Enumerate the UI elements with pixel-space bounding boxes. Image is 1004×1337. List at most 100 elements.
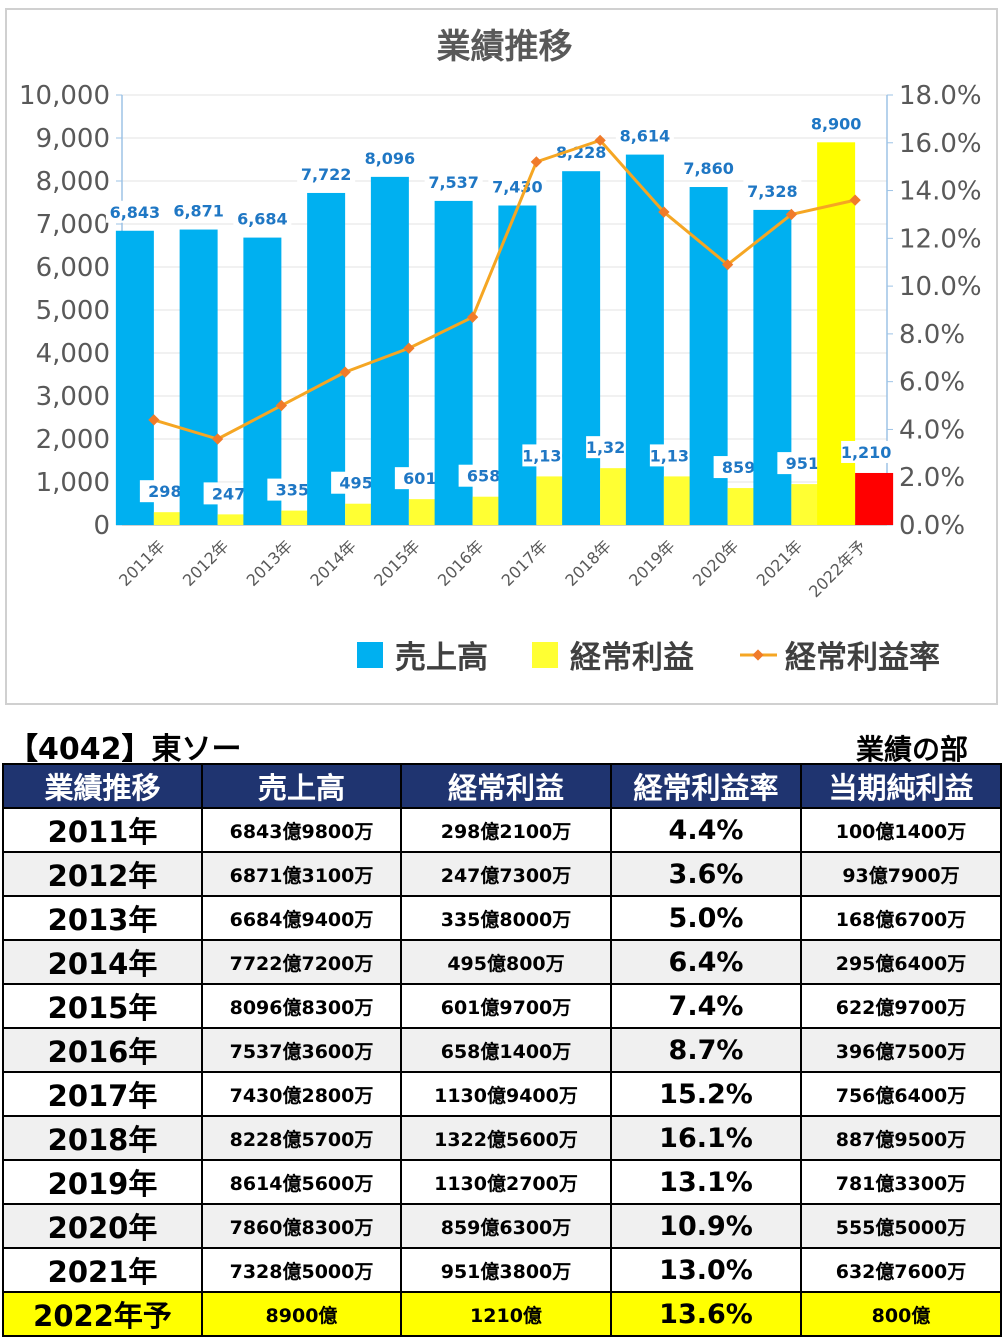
ordinary-profit-data-label: 951 xyxy=(786,454,819,473)
ordinary-profit-bar xyxy=(855,472,894,525)
profit-label-bg xyxy=(586,436,637,459)
left-axis-tick-label: 8,000 xyxy=(36,167,110,197)
right-axis-tick-label: 2.0% xyxy=(899,463,965,493)
left-axis-tick-label: 6,000 xyxy=(36,253,110,283)
table-row: 2022年予 8900億 1210億 13.6% 800億 xyxy=(2,1291,1002,1337)
header-profit-rate: 経常利益率 xyxy=(610,763,802,809)
sales-label-bg xyxy=(360,146,419,169)
row-year: 2021年 xyxy=(2,1247,203,1293)
row-year: 2018年 xyxy=(2,1115,203,1161)
table-row: 2013年 6684億9400万 335億8000万 5.0% 168億6700万 xyxy=(2,895,1002,941)
right-axis-tick-label: 8.0% xyxy=(899,320,965,350)
sales-label-bg xyxy=(679,157,738,180)
sales-data-label: 7,860 xyxy=(683,159,734,178)
left-axis-tick-label: 2,000 xyxy=(36,425,110,455)
ordinary-profit-data-label: 298 xyxy=(148,482,181,501)
profit-label-bg xyxy=(267,478,318,501)
row-net-income: 93億7900万 xyxy=(800,851,1002,897)
sales-bar xyxy=(753,209,792,525)
ordinary-profit-data-label: 335 xyxy=(276,481,309,500)
sales-data-label: 8,900 xyxy=(811,114,862,133)
row-sales: 8228億5700万 xyxy=(201,1115,402,1161)
row-net-income: 622億9700万 xyxy=(800,983,1002,1029)
profit-rate-line xyxy=(153,138,856,441)
row-sales: 7537億3600万 xyxy=(201,1027,402,1073)
row-net-income: 756億6400万 xyxy=(800,1071,1002,1117)
ordinary-profit-data-label: 1,210 xyxy=(841,443,892,462)
x-axis-tick-label: 2017年 xyxy=(498,536,552,590)
legend-swatch-sales xyxy=(357,642,383,668)
row-sales: 8096億8300万 xyxy=(201,983,402,1029)
row-profit-rate: 3.6% xyxy=(610,851,802,897)
sales-label-bg xyxy=(424,170,483,193)
chart-panel: 業績推移 0 1,000 2,000 3,000 4,000 5,000 6,000 7,000… xyxy=(5,8,998,705)
row-profit-rate: 13.6% xyxy=(610,1291,802,1337)
row-sales: 6871億3100万 xyxy=(201,851,402,897)
x-axis-tick-label: 2016年 xyxy=(434,536,488,590)
row-profit-rate: 5.0% xyxy=(610,895,802,941)
row-sales: 8614億5600万 xyxy=(201,1159,402,1205)
row-sales: 6684億9400万 xyxy=(201,895,402,941)
x-axis-tick-label: 2015年 xyxy=(370,536,424,590)
x-axis-tick-label: 2021年 xyxy=(753,536,807,590)
row-year: 2020年 xyxy=(2,1203,203,1249)
header-sales: 売上高 xyxy=(201,763,402,809)
right-axis-tick-label: 0.0% xyxy=(899,511,965,541)
row-profit-rate: 4.4% xyxy=(610,807,802,853)
profit-label-bg xyxy=(458,464,509,487)
profit-rate-marker xyxy=(466,311,479,323)
table-row: 2011年 6843億9800万 298億2100万 4.4% 100億1400万 xyxy=(2,807,1002,853)
sales-label-bg xyxy=(552,141,611,164)
ordinary-profit-data-label: 1,130 xyxy=(522,446,573,465)
row-net-income: 168億6700万 xyxy=(800,895,1002,941)
performance-chart: 業績推移 0 1,000 2,000 3,000 4,000 5,000 6,000 7,000… xyxy=(19,27,982,676)
row-net-income: 781億3300万 xyxy=(800,1159,1002,1205)
ordinary-profit-bar xyxy=(217,514,256,525)
row-year: 2015年 xyxy=(2,983,203,1029)
right-axis-tick-label: 6.0% xyxy=(899,368,965,398)
row-sales: 8900億 xyxy=(201,1291,402,1337)
table-row: 2020年 7860億8300万 859億6300万 10.9% 555億5000万 xyxy=(2,1203,1002,1249)
profit-rate-marker xyxy=(275,399,288,412)
sales-label-bg xyxy=(615,124,674,147)
table-row: 2018年 8228億5700万 1322億5600万 16.1% 887億9500万 xyxy=(2,1115,1002,1161)
row-ordinary-profit: 1322億5600万 xyxy=(400,1115,612,1161)
row-profit-rate: 15.2% xyxy=(610,1071,802,1117)
x-axis-tick-label: 2011年 xyxy=(115,536,169,590)
left-axis-tick-label: 0 xyxy=(93,511,110,541)
header-net-income: 当期純利益 xyxy=(800,763,1002,809)
row-year: 2016年 xyxy=(2,1027,203,1073)
row-ordinary-profit: 1210億 xyxy=(400,1291,612,1337)
profit-rate-marker xyxy=(530,156,543,168)
profit-rate-marker xyxy=(785,208,798,221)
row-profit-rate: 7.4% xyxy=(610,983,802,1029)
ordinary-profit-data-label: 247 xyxy=(212,484,245,503)
right-axis-tick-label: 16.0% xyxy=(899,129,982,159)
left-axis-tick-label: 7,000 xyxy=(36,210,110,240)
sales-label-bg xyxy=(233,207,292,230)
row-profit-rate: 16.1% xyxy=(610,1115,802,1161)
row-profit-rate: 10.9% xyxy=(610,1203,802,1249)
row-profit-rate: 8.7% xyxy=(610,1027,802,1073)
row-net-income: 396億7500万 xyxy=(800,1027,1002,1073)
sales-bar xyxy=(115,230,154,525)
sales-bar xyxy=(243,237,282,525)
sales-data-label: 6,843 xyxy=(110,203,161,222)
row-net-income: 555億5000万 xyxy=(800,1203,1002,1249)
right-axis-tick-label: 4.0% xyxy=(899,415,965,445)
row-sales: 7430億2800万 xyxy=(201,1071,402,1117)
header-ordinary-profit: 経常利益 xyxy=(400,763,612,809)
sales-label-bg xyxy=(743,179,802,202)
left-axis-tick-label: 5,000 xyxy=(36,296,110,326)
right-axis-tick-label: 10.0% xyxy=(899,272,982,302)
x-axis-tick-label: 2022年予 xyxy=(805,536,870,601)
row-net-income: 800億 xyxy=(800,1291,1002,1337)
sales-bar xyxy=(562,171,601,526)
row-sales: 6843億9800万 xyxy=(201,807,402,853)
row-year: 2014年 xyxy=(2,939,203,985)
sales-bar xyxy=(307,192,346,526)
sales-data-label: 7,722 xyxy=(301,165,352,184)
row-sales: 7328億5000万 xyxy=(201,1247,402,1293)
profit-label-bg xyxy=(841,440,892,463)
row-net-income: 295億6400万 xyxy=(800,939,1002,985)
